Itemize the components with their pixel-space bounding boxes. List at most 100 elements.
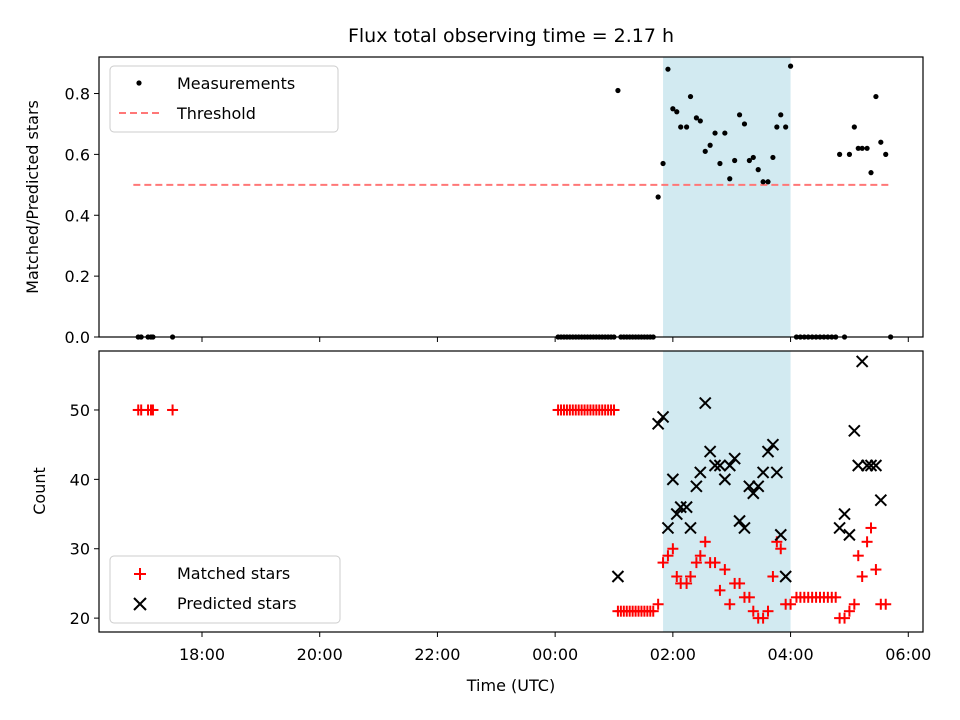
measurement-point	[755, 167, 761, 173]
measurement-point	[702, 148, 708, 154]
matched-star-point	[852, 550, 864, 562]
predicted-star-point	[708, 459, 722, 472]
predicted-star-point	[848, 424, 861, 437]
predicted-star-point	[699, 396, 712, 410]
matched-star-point	[861, 536, 873, 548]
predicted-star-point	[728, 452, 741, 465]
chart-title: Flux total observing time = 2.17 h	[348, 25, 674, 47]
measurement-point	[873, 93, 879, 100]
top-shaded-band	[663, 57, 791, 337]
predicted-star-point	[756, 466, 770, 479]
measurement-point	[660, 160, 666, 167]
y-tick-label: 30	[70, 540, 90, 559]
predicted-star-point	[651, 417, 665, 431]
predicted-star-point	[723, 459, 736, 472]
measurement-point	[746, 157, 752, 164]
legend-predicted-label: Predicted stars	[177, 594, 297, 613]
matched-star-point	[767, 570, 779, 582]
matched-star-point	[724, 598, 736, 610]
measurement-point	[765, 179, 771, 185]
predicted-star-point	[661, 521, 675, 535]
predicted-star-point	[874, 493, 888, 507]
measurement-point	[883, 151, 889, 157]
predicted-star-point	[855, 355, 869, 368]
measurement-point	[859, 145, 865, 151]
predicted-star-point	[843, 528, 856, 542]
predicted-star-point	[774, 528, 787, 542]
predicted-star-point	[690, 480, 703, 493]
predicted-star-point	[694, 466, 707, 479]
y-tick-label: 0.4	[65, 206, 90, 225]
predicted-star-point	[766, 438, 780, 451]
predicted-star-point	[761, 445, 775, 458]
bottom-shaded-band	[663, 351, 791, 632]
matched-star-point	[662, 550, 674, 562]
measurement-point	[655, 194, 661, 200]
measurement-point	[855, 145, 861, 151]
x-tick-label: 22:00	[414, 645, 460, 664]
y-tick-label: 40	[70, 470, 90, 489]
measurement-point	[670, 106, 676, 112]
matched-star-point	[652, 598, 664, 610]
measurement-point	[783, 124, 789, 130]
matched-star-point	[865, 522, 877, 534]
matched-star-point	[785, 598, 797, 610]
predicted-star-point	[860, 459, 874, 472]
matched-star-point	[608, 404, 620, 416]
bottom-legend-box	[109, 555, 341, 624]
x-tick-label: 04:00	[768, 645, 814, 664]
matched-star-point	[709, 557, 721, 569]
matched-star-point	[714, 584, 726, 596]
measurement-point	[741, 121, 748, 127]
x-tick-label: 00:00	[532, 645, 578, 664]
matched-star-point	[671, 570, 683, 582]
x-tick-label: 02:00	[650, 645, 696, 664]
bottom-axes-frame	[98, 350, 924, 633]
matched-star-point	[870, 564, 882, 576]
bottom-x-ticks: 18:00 20:00 22:00 00:00 02:00 04:00 06:00	[179, 632, 931, 664]
measurement-point	[774, 124, 780, 130]
measurement-legend-marker	[136, 80, 142, 86]
measurement-point	[665, 66, 671, 72]
measurement-point	[778, 112, 784, 118]
predicted-star-point	[670, 507, 683, 521]
predicted-star-point	[718, 473, 732, 486]
predicted-star-point	[838, 507, 851, 521]
matched-star-point	[747, 605, 759, 617]
measurement-point	[868, 170, 874, 176]
measurement-point	[727, 176, 733, 182]
matched-star-point	[762, 605, 774, 617]
measurement-point	[864, 145, 870, 151]
measurement-point	[837, 151, 843, 157]
predicted-legend-marker	[133, 597, 147, 611]
bottom-panel: 20 30 40 50 18:00 20:00 22:00 00:00 02:00 04:00 0…	[30, 350, 931, 695]
measurement-point	[760, 179, 766, 185]
predicted-star-point	[852, 459, 865, 472]
predicted-star-point	[738, 521, 751, 535]
predicted-stars-points	[611, 355, 888, 583]
legend-threshold-label: Threshold	[176, 104, 256, 123]
measurement-point	[674, 109, 680, 115]
y-tick-label: 0.2	[65, 267, 90, 286]
predicted-star-point	[733, 514, 746, 528]
measurement-point	[878, 139, 884, 145]
top-legend-box	[109, 65, 339, 133]
matched-star-point	[757, 612, 769, 624]
matched-star-point	[880, 598, 892, 610]
matched-star-point	[667, 543, 679, 555]
predicted-star-point	[666, 473, 680, 486]
measurement-point	[717, 160, 723, 167]
predicted-star-point	[656, 410, 670, 424]
x-tick-label: 20:00	[297, 645, 343, 664]
matched-star-point	[734, 577, 746, 589]
measurement-point	[678, 124, 684, 130]
matched-star-point	[719, 564, 731, 576]
measurement-point	[846, 151, 853, 157]
matched-star-point	[830, 591, 842, 603]
measurement-point	[683, 124, 690, 130]
legend-matched-label: Matched stars	[177, 564, 290, 583]
matched-star-point	[839, 612, 851, 624]
predicted-star-point	[747, 487, 760, 500]
predicted-star-point	[869, 459, 883, 472]
matched-star-point	[694, 550, 706, 562]
